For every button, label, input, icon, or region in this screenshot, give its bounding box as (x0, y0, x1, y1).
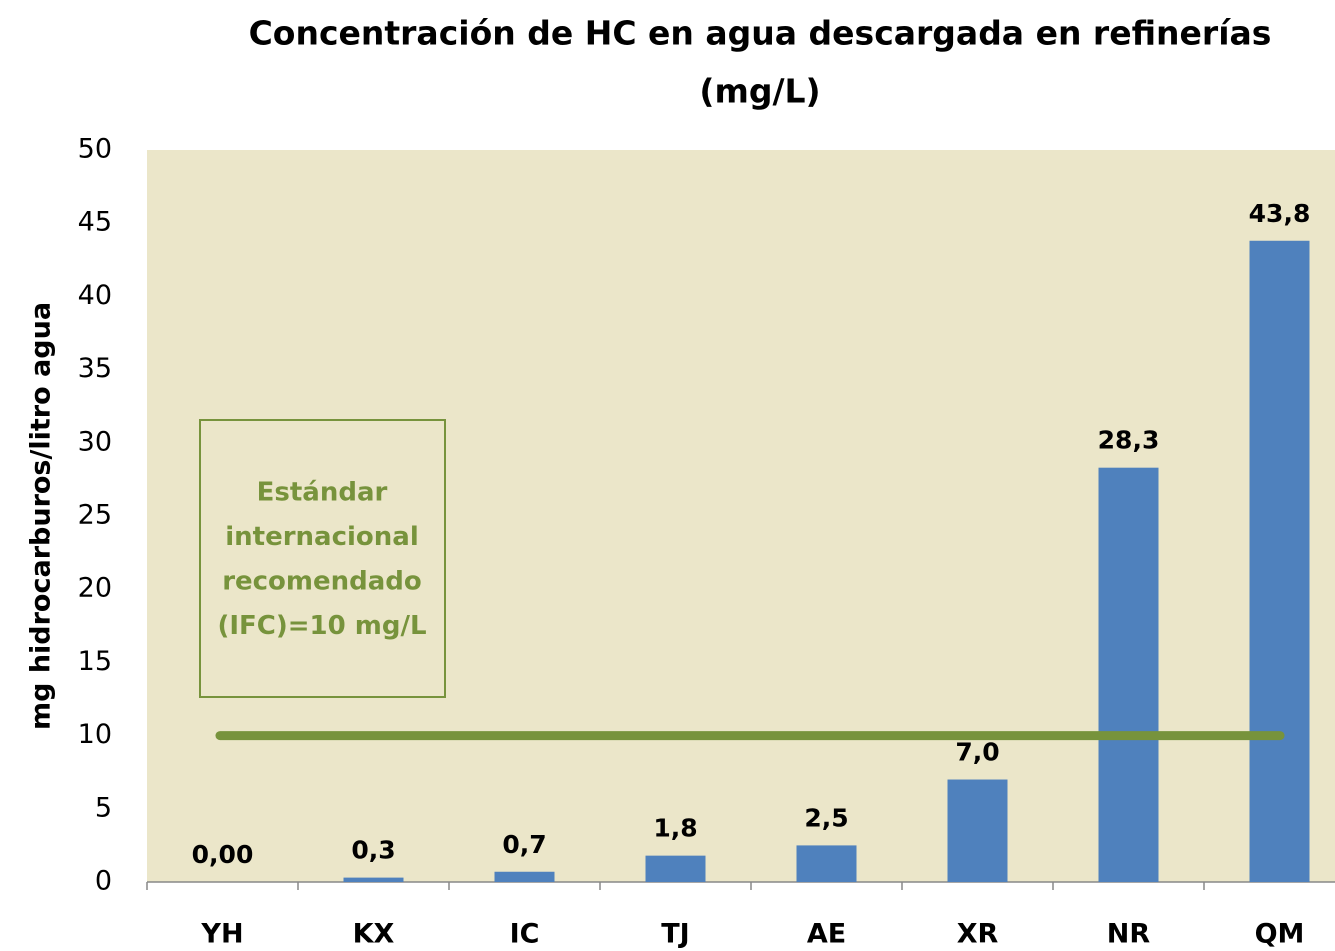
chart-title: (mg/L) (699, 72, 820, 111)
y-tick-label: 50 (78, 134, 112, 165)
y-tick-label: 5 (95, 792, 112, 823)
x-tick-label: XR (957, 919, 999, 950)
value-label: 1,8 (653, 814, 697, 843)
x-tick-label: IC (510, 919, 540, 950)
annotation-text: Estándar (257, 478, 388, 508)
x-tick-label: YH (200, 919, 243, 950)
x-tick-label: AE (807, 919, 846, 950)
x-tick-label: NR (1107, 919, 1151, 950)
y-tick-label: 15 (78, 646, 112, 677)
y-tick-label: 25 (78, 500, 112, 531)
bar (796, 845, 857, 882)
y-tick-label: 20 (78, 573, 112, 604)
y-axis-label: mg hidrocarburos/litro agua (26, 302, 57, 730)
bar (947, 779, 1008, 882)
bar (494, 871, 555, 882)
y-tick-label: 30 (78, 426, 112, 457)
value-label: 0,7 (502, 830, 546, 859)
value-label: 2,5 (804, 803, 848, 832)
y-tick-label: 40 (78, 280, 112, 311)
x-tick-label: QM (1255, 919, 1305, 950)
annotation-box (199, 419, 446, 698)
value-label: 0,00 (192, 840, 254, 869)
value-label: 7,0 (955, 738, 999, 767)
bar (1098, 467, 1159, 882)
y-tick-label: 10 (78, 719, 112, 750)
x-tick-label: TJ (661, 919, 689, 950)
x-tick-label: KX (353, 919, 395, 950)
value-label: 28,3 (1098, 426, 1160, 455)
value-label: 0,3 (351, 836, 395, 865)
y-tick-label: 0 (95, 866, 112, 897)
annotation-text: internacional (225, 522, 419, 552)
bar (343, 877, 404, 882)
chart-title: Concentración de HC en agua descargada e… (249, 14, 1272, 53)
annotation-text: recomendado (222, 567, 422, 597)
y-tick-label: 45 (78, 207, 112, 238)
bar (1249, 240, 1310, 882)
annotation-text: (IFC)=10 mg/L (217, 611, 426, 641)
bar (645, 855, 706, 882)
value-label: 43,8 (1249, 199, 1311, 228)
y-tick-label: 35 (78, 353, 112, 384)
